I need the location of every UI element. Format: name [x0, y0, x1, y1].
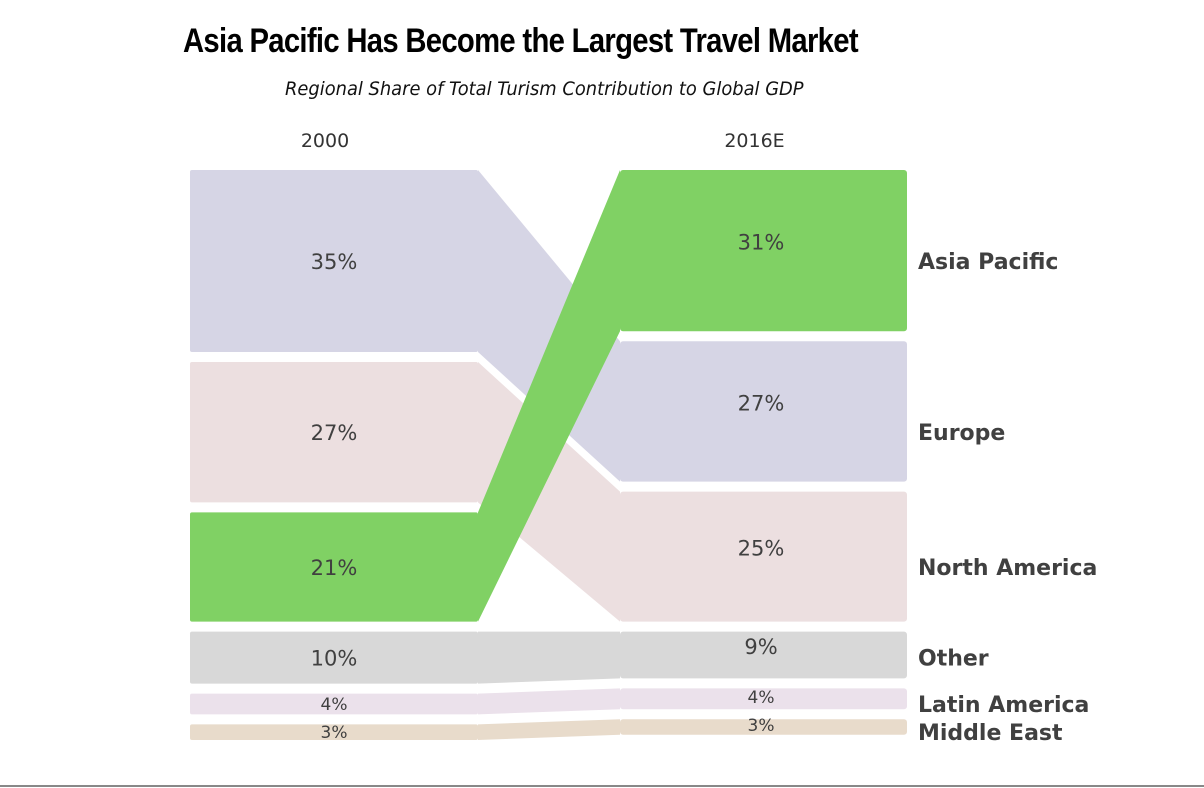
flow-latin-america: [478, 688, 620, 715]
category-label-latin-america: Latin America: [918, 693, 1089, 718]
node-2016e-latin-america: [620, 688, 907, 710]
node-2000-other: [190, 631, 478, 684]
value-label-2016e-asia-pacific: 31%: [738, 231, 785, 255]
value-label-2000-europe: 35%: [311, 250, 358, 274]
value-label-2000-middle-east: 3%: [321, 723, 348, 743]
category-label-north-america: North America: [918, 556, 1097, 581]
value-label-2016e-europe: 27%: [738, 391, 785, 415]
node-2000-north-america: [190, 362, 478, 503]
value-label-2000-asia-pacific: 21%: [311, 556, 358, 580]
category-label-other: Other: [918, 647, 989, 672]
column-header-1: 2016E: [724, 130, 784, 152]
value-label-2000-north-america: 27%: [311, 421, 358, 445]
category-label-europe: Europe: [918, 421, 1005, 446]
category-label-middle-east: Middle East: [918, 721, 1063, 746]
value-label-2016e-latin-america: 4%: [748, 688, 775, 708]
value-label-2000-latin-america: 4%: [321, 695, 348, 715]
node-2000-europe: [190, 170, 478, 352]
node-2016e-middle-east: [620, 719, 907, 735]
category-label-asia-pacific: Asia Pacific: [918, 250, 1058, 275]
node-2016e-north-america: [620, 491, 907, 622]
flow-middle-east: [478, 719, 620, 740]
node-2016e-europe: [620, 341, 907, 482]
value-label-2016e-other: 9%: [744, 635, 777, 659]
column-header-0: 2000: [301, 130, 349, 152]
chart-title: Asia Pacific Has Become the Largest Trav…: [183, 22, 859, 60]
node-2000-latin-america: [190, 693, 478, 715]
node-2016e-other: [620, 631, 907, 679]
bottom-divider: [0, 785, 1204, 787]
node-2000-middle-east: [190, 724, 478, 740]
value-label-2016e-north-america: 25%: [738, 537, 785, 561]
flow-asia-pacific: [478, 170, 620, 622]
node-2000-asia-pacific: [190, 512, 478, 622]
value-label-2000-other: 10%: [311, 647, 358, 671]
chart-subtitle: Regional Share of Total Turism Contribut…: [285, 78, 804, 100]
flow-other: [478, 631, 620, 684]
value-label-2016e-middle-east: 3%: [748, 716, 775, 736]
node-2016e-asia-pacific: [620, 170, 907, 332]
